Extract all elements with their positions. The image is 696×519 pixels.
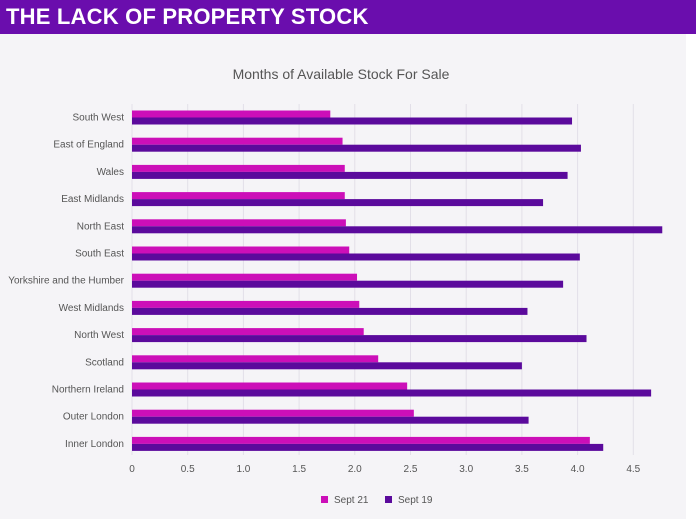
- bar-sept19: [132, 416, 529, 424]
- bar-sept19: [132, 280, 564, 288]
- bar-sept19: [132, 253, 580, 261]
- bar-sept21: [132, 164, 345, 172]
- category-label: East Midlands: [61, 194, 124, 205]
- category-label: South East: [75, 249, 124, 260]
- category-labels: South West East of England Wales East Midla…: [8, 113, 124, 450]
- category-label: Outer London: [63, 412, 124, 423]
- page-header: THE LACK OF PROPERTY STOCK: [0, 0, 696, 34]
- legend-swatch: [385, 496, 392, 503]
- bar-sept19: [132, 362, 522, 370]
- x-tick-label: 2.5: [404, 464, 418, 475]
- category-label: North East: [77, 221, 124, 232]
- bar-sept21: [132, 273, 358, 281]
- bar-sept21: [132, 192, 345, 200]
- x-tick-label: 4.0: [571, 464, 585, 475]
- bar-sept19: [132, 199, 544, 207]
- bar-sept19: [132, 117, 573, 125]
- bar-sept21: [132, 219, 346, 227]
- legend: Sept 21 Sept 19: [321, 495, 433, 506]
- bar-sept21: [132, 382, 408, 390]
- x-tick-label: 2.0: [348, 464, 362, 475]
- bars-layer: [132, 110, 663, 451]
- bar-sept19: [132, 226, 663, 234]
- category-label: Wales: [97, 167, 124, 178]
- bar-sept21: [132, 137, 343, 145]
- category-label: Yorkshire and the Humber: [8, 276, 124, 287]
- chart-title: Months of Available Stock For Sale: [233, 66, 450, 82]
- bar-sept21: [132, 300, 360, 308]
- x-tick-label: 1.5: [292, 464, 306, 475]
- bar-sept19: [132, 443, 604, 451]
- bar-sept19: [132, 171, 568, 179]
- bar-sept21: [132, 409, 414, 417]
- category-label: North West: [74, 330, 124, 341]
- panel-edge: [686, 34, 696, 519]
- category-label: Northern Ireland: [52, 385, 124, 396]
- bar-sept19: [132, 389, 652, 397]
- x-tick-label: 3.5: [515, 464, 529, 475]
- legend-swatch: [321, 496, 328, 503]
- category-label: East of England: [53, 140, 124, 151]
- bar-sept21: [132, 110, 331, 118]
- x-tick-label: 4.5: [626, 464, 640, 475]
- category-label: South West: [72, 113, 124, 124]
- category-label: Inner London: [65, 439, 124, 450]
- bar-sept21: [132, 246, 350, 254]
- legend-label: Sept 21: [334, 495, 369, 506]
- bar-sept21: [132, 436, 590, 444]
- bar-sept19: [132, 144, 581, 152]
- x-tick-label: 3.0: [459, 464, 473, 475]
- bar-sept21: [132, 355, 379, 363]
- bar-sept21: [132, 328, 364, 336]
- category-label: West Midlands: [59, 303, 124, 314]
- bar-sept19: [132, 335, 587, 343]
- tick-labels: 0 0.5 1.0 1.5 2.0 2.5 3.0 3.5 4.0 4.5: [129, 464, 640, 475]
- bar-sept19: [132, 307, 528, 315]
- page-title: THE LACK OF PROPERTY STOCK: [6, 4, 369, 29]
- category-label: Scotland: [85, 357, 124, 368]
- x-tick-label: 0.5: [181, 464, 195, 475]
- x-tick-label: 1.0: [236, 464, 250, 475]
- x-tick-label: 0: [129, 464, 135, 475]
- legend-label: Sept 19: [398, 495, 433, 506]
